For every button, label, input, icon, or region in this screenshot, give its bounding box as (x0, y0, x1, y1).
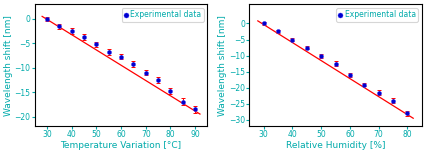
Experimental data (375, 91, 382, 94)
Experimental data (318, 54, 325, 57)
Legend: Experimental data: Experimental data (336, 8, 418, 22)
Experimental data (130, 63, 137, 65)
X-axis label: Temperature Variation [°C]: Temperature Variation [°C] (60, 141, 181, 150)
X-axis label: Relative Humidity [%]: Relative Humidity [%] (286, 141, 385, 150)
Experimental data (93, 43, 100, 45)
Experimental data (346, 74, 353, 76)
Experimental data (274, 30, 281, 33)
Experimental data (81, 36, 87, 39)
Legend: Experimental data: Experimental data (122, 8, 204, 22)
Experimental data (361, 83, 368, 86)
Experimental data (142, 71, 149, 74)
Experimental data (390, 99, 397, 102)
Experimental data (56, 25, 63, 27)
Experimental data (179, 101, 186, 103)
Experimental data (105, 51, 112, 53)
Experimental data (118, 56, 124, 58)
Y-axis label: Wavelength shift [nm]: Wavelength shift [nm] (219, 15, 227, 116)
Experimental data (167, 90, 174, 92)
Y-axis label: Wavelength shift [nm]: Wavelength shift [nm] (4, 15, 13, 116)
Experimental data (68, 30, 75, 32)
Experimental data (289, 38, 296, 41)
Experimental data (332, 62, 339, 65)
Experimental data (192, 108, 199, 110)
Experimental data (303, 46, 310, 49)
Experimental data (260, 22, 267, 25)
Experimental data (43, 18, 50, 20)
Experimental data (155, 79, 161, 81)
Experimental data (404, 112, 411, 115)
